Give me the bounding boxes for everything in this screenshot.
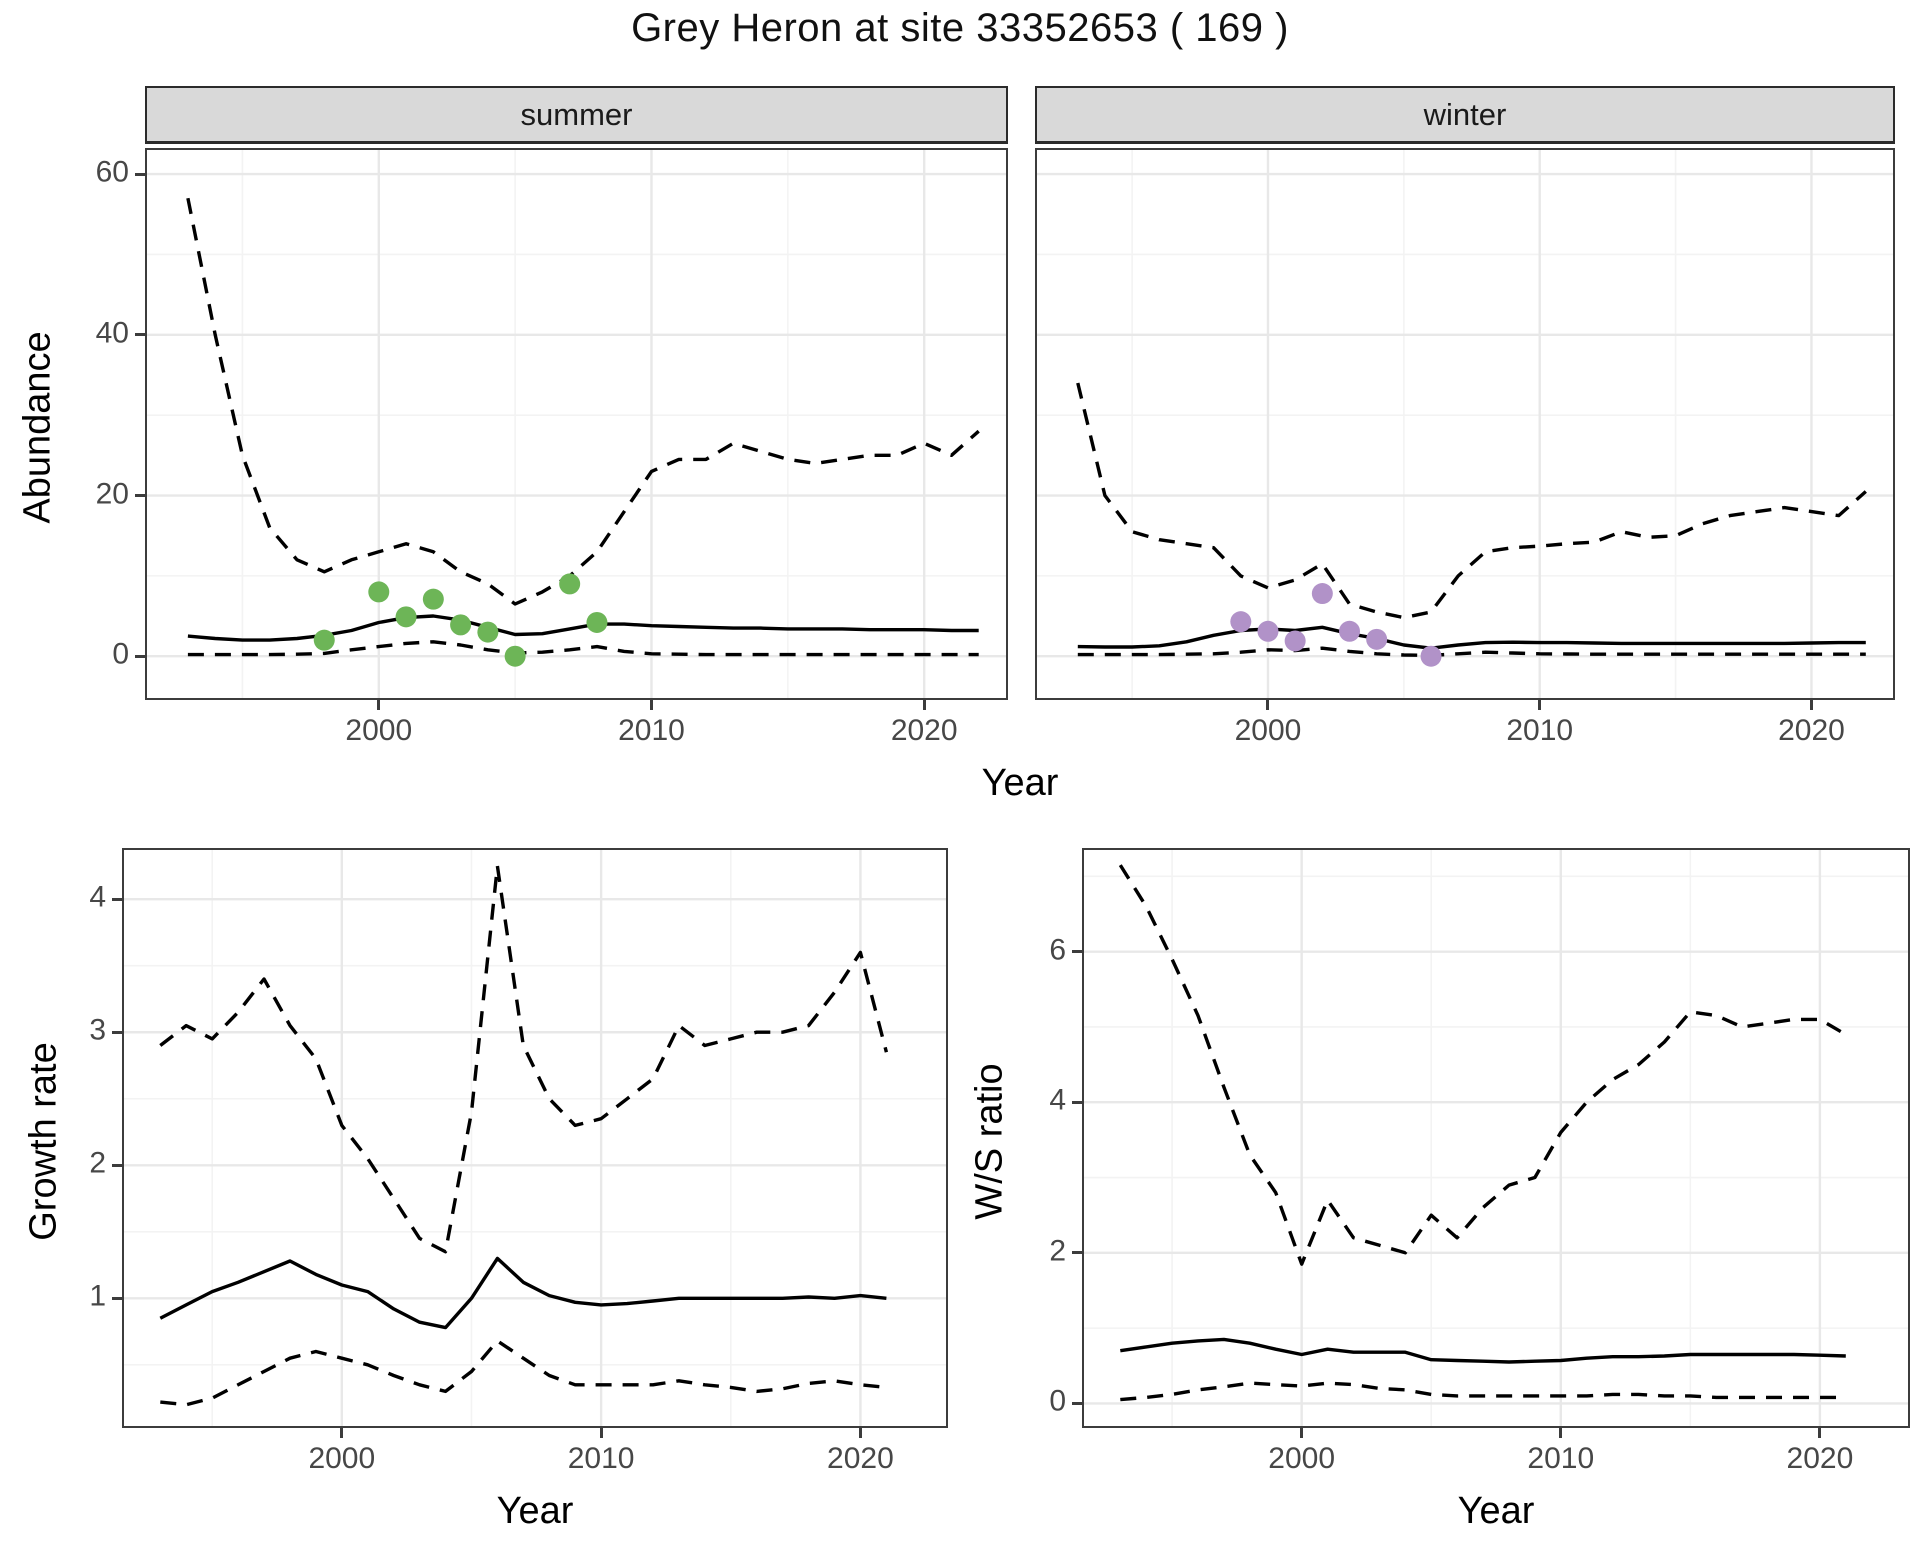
x-axis-tick-label: 2010: [1506, 714, 1574, 747]
y-axis-tick-mark: [112, 1296, 122, 1300]
series-estimate-solid: [187, 614, 979, 642]
observed-point: [422, 588, 444, 610]
observed-point: [1257, 620, 1279, 642]
y-axis-tick-mark: [1072, 950, 1082, 954]
x-axis-tick-mark: [340, 1428, 344, 1438]
ws-ratio-panel: [1082, 848, 1910, 1428]
series-ci-dashed: [1076, 382, 1867, 620]
observed-point: [368, 581, 390, 603]
x-axis-tick-label: 2000: [1268, 1442, 1336, 1475]
plot-area-abundance_summer: [147, 150, 1006, 698]
x-axis-tick-mark: [1559, 1428, 1563, 1438]
y-axis-tick-mark: [112, 1163, 122, 1167]
observed-point: [1366, 628, 1388, 650]
y-axis-tick-label: 60: [95, 155, 129, 189]
observed-point: [477, 621, 499, 643]
facet-label-winter: winter: [1423, 96, 1507, 132]
x-axis-tick-label: 2010: [1527, 1442, 1595, 1475]
x-axis-tick-mark: [1538, 700, 1542, 710]
y-axis-tick-mark: [112, 1030, 122, 1034]
y-axis-tick-label: 2: [89, 1146, 106, 1180]
y-axis-tick-label: 0: [1049, 1385, 1066, 1419]
growth-rate-axis-title: Growth rate: [22, 1042, 65, 1241]
x-axis-tick-label: 2020: [827, 1442, 894, 1475]
facet-strip-winter: winter: [1035, 86, 1895, 144]
page-title: Grey Heron at site 33352653 ( 169 ): [631, 6, 1289, 50]
x-axis-tick-label: 2000: [345, 714, 413, 747]
facet-strip-summer: summer: [145, 86, 1008, 144]
y-axis-tick-label: 4: [1049, 1083, 1066, 1117]
observed-point: [1420, 645, 1442, 667]
series-ci-dashed: [1120, 1381, 1846, 1402]
y-axis-tick-label: 6: [1049, 933, 1066, 967]
x-axis-tick-mark: [1809, 700, 1813, 710]
observed-point: [559, 573, 581, 595]
growth-rate-panel: [122, 848, 948, 1428]
y-axis-tick-label: 20: [95, 477, 129, 511]
y-axis-tick-mark: [135, 494, 145, 497]
y-axis-tick-mark: [135, 333, 145, 337]
series-ci-dashed: [1118, 864, 1847, 1266]
x-axis-tick-mark: [858, 1428, 862, 1438]
y-axis-tick-label: 3: [89, 1013, 106, 1047]
y-axis-tick-label: 1: [89, 1279, 106, 1313]
observed-point: [1311, 583, 1333, 605]
observed-point: [395, 606, 417, 628]
y-axis-tick-label: 0: [112, 637, 129, 671]
y-axis-tick-label: 4: [89, 880, 106, 914]
x-axis-tick-label: 2000: [308, 1442, 376, 1475]
series-estimate-solid: [1077, 625, 1866, 650]
summer-abundance-panel: [145, 148, 1008, 700]
observed-point: [313, 629, 335, 651]
series-ci-dashed: [187, 640, 979, 657]
series-estimate-solid: [1120, 1337, 1846, 1364]
x-axis-tick-mark: [377, 700, 381, 710]
facet-label-summer: summer: [520, 96, 633, 132]
x-axis-tick-label: 2010: [567, 1442, 635, 1475]
observed-point: [1230, 611, 1252, 633]
y-axis-tick-mark: [112, 897, 122, 901]
y-axis-tick-label: 2: [1049, 1234, 1066, 1268]
x-axis-tick-mark: [649, 700, 653, 710]
observed-point: [1284, 630, 1306, 652]
winter-abundance-panel: [1035, 148, 1895, 700]
observed-point: [586, 611, 608, 633]
x-axis-tick-label: 2000: [1234, 714, 1302, 747]
growth-year-axis-title: Year: [496, 1490, 574, 1532]
observed-point: [504, 645, 526, 667]
ws-ratio-axis-title: W/S ratio: [968, 1063, 1011, 1220]
series-estimate-solid: [159, 1256, 887, 1330]
plot-area-ws: [1084, 850, 1908, 1426]
y-axis-tick-mark: [1072, 1100, 1082, 1104]
x-axis-tick-label: 2010: [618, 714, 685, 747]
plot-area-abundance_winter: [1037, 150, 1893, 698]
observed-point: [1339, 620, 1361, 642]
x-axis-tick-label: 2020: [890, 714, 958, 747]
plot-area-growth: [124, 850, 946, 1426]
x-axis-tick-mark: [922, 700, 926, 710]
y-axis-tick-mark: [1072, 1251, 1082, 1255]
series-ci-dashed: [159, 864, 889, 1254]
observed-point: [450, 614, 472, 636]
ws-year-axis-title: Year: [1457, 1490, 1535, 1532]
y-axis-tick-label: 40: [95, 316, 129, 350]
series-ci-dashed: [1077, 646, 1866, 658]
x-axis-tick-mark: [1818, 1428, 1822, 1438]
x-axis-tick-mark: [1266, 700, 1270, 710]
y-axis-tick-mark: [1072, 1401, 1082, 1405]
series-ci-dashed: [186, 197, 980, 606]
x-axis-tick-mark: [1300, 1428, 1304, 1438]
y-axis-tick-mark: [135, 654, 145, 658]
x-axis-tick-label: 2020: [1778, 714, 1845, 747]
top-year-axis-title: Year: [981, 762, 1059, 804]
series-ci-dashed: [160, 1339, 887, 1407]
x-axis-tick-label: 2020: [1786, 1442, 1854, 1475]
x-axis-tick-mark: [599, 1428, 603, 1438]
y-axis-tick-mark: [135, 172, 145, 176]
